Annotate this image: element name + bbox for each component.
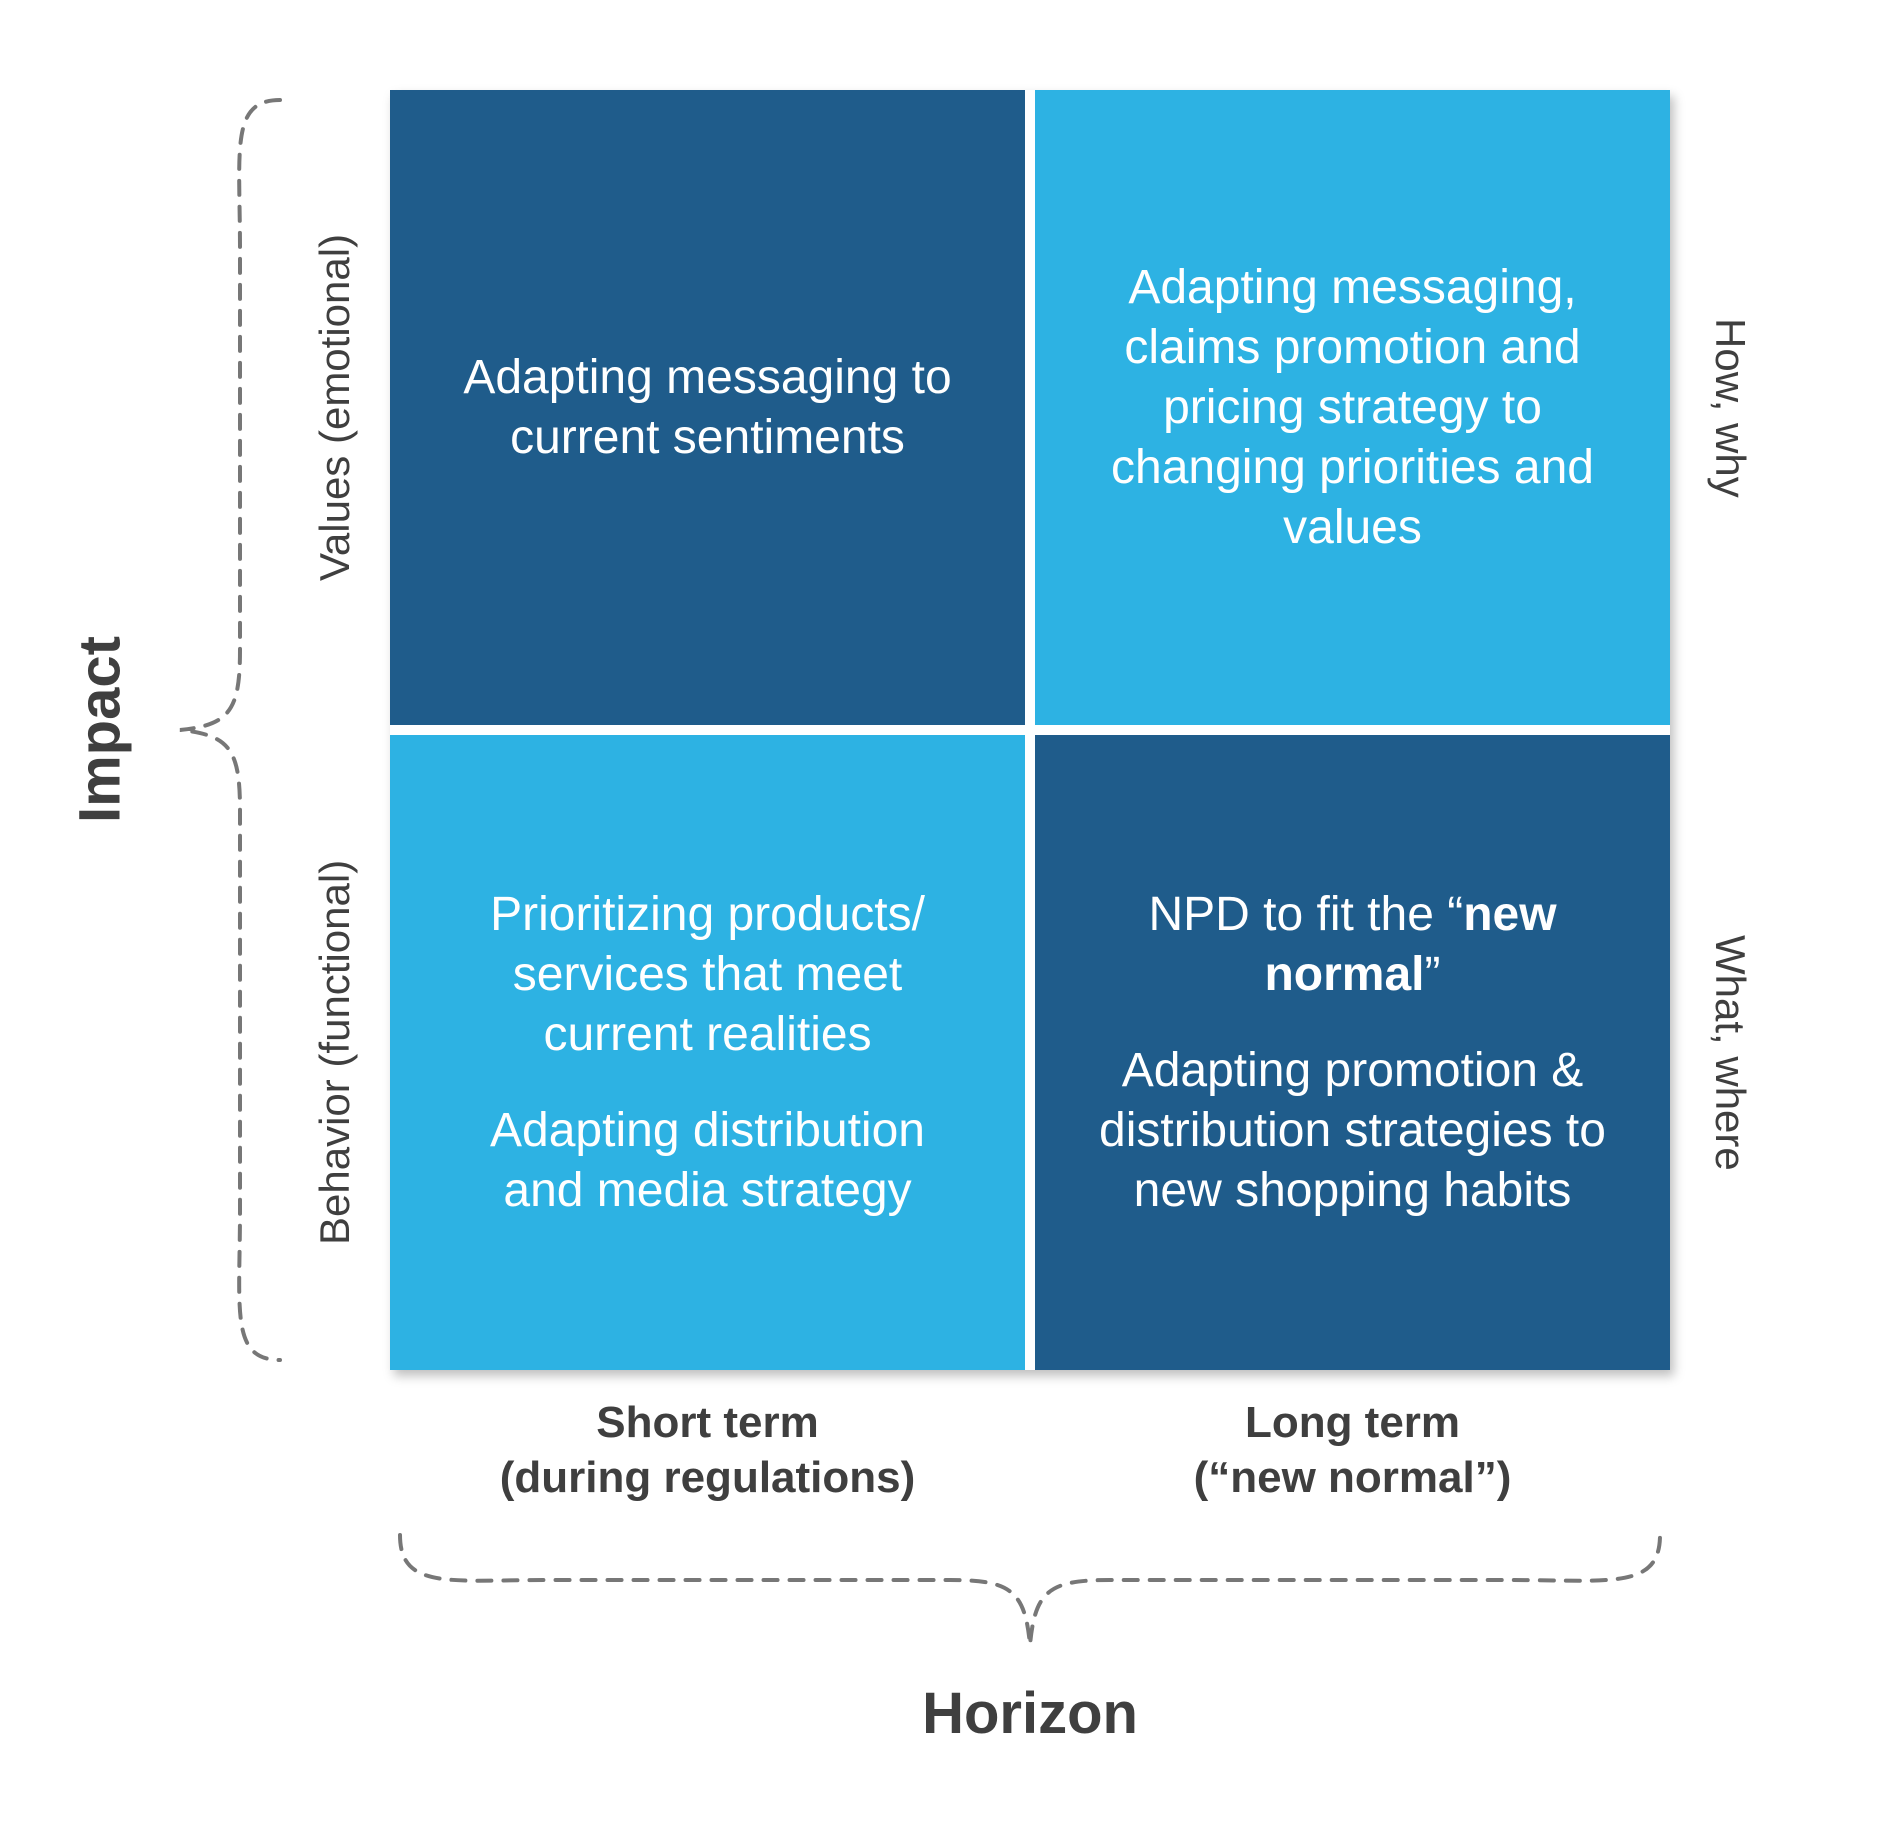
- col-label-short-term: Short term (during regulations): [390, 1395, 1025, 1515]
- col-label-long-term: Long term (“new normal”): [1035, 1395, 1670, 1515]
- cell-top-left: Adapting messaging to current sentiments: [390, 90, 1025, 725]
- matrix-diagram: Impact Horizon Values (emotional) Behavi…: [0, 0, 1886, 1824]
- y-axis-label: Impact: [60, 90, 140, 1370]
- row-label-behavior: Behavior (functional): [305, 735, 365, 1370]
- row-label-values: Values (emotional): [305, 90, 365, 725]
- cell-paragraph: Adapting messaging to current sentiments: [445, 348, 970, 468]
- row-right-label-what-where: What, where: [1700, 735, 1760, 1370]
- cell-top-right: Adapting messaging, claims promotion and…: [1035, 90, 1670, 725]
- cell-paragraph: Adapting promotion & distribution strate…: [1090, 1041, 1615, 1221]
- row-right-label-how-why: How, why: [1700, 90, 1760, 725]
- cell-paragraph: Prioritizing products/​services that mee…: [445, 885, 970, 1065]
- x-axis-label: Horizon: [390, 1680, 1670, 1747]
- cell-paragraph: Adapting distribution and media strategy: [445, 1101, 970, 1221]
- horizon-brace: [390, 1520, 1670, 1660]
- cell-paragraph: NPD to fit the “new normal”: [1090, 885, 1615, 1005]
- quadrant-matrix: Adapting messaging to current sentiments…: [390, 90, 1670, 1370]
- cell-bottom-right: NPD to fit the “new normal” Adapting prom…: [1035, 735, 1670, 1370]
- cell-paragraph: Adapting messaging, claims promotion and…: [1090, 258, 1615, 558]
- impact-brace: [170, 90, 290, 1370]
- cell-bottom-left: Prioritizing products/​services that mee…: [390, 735, 1025, 1370]
